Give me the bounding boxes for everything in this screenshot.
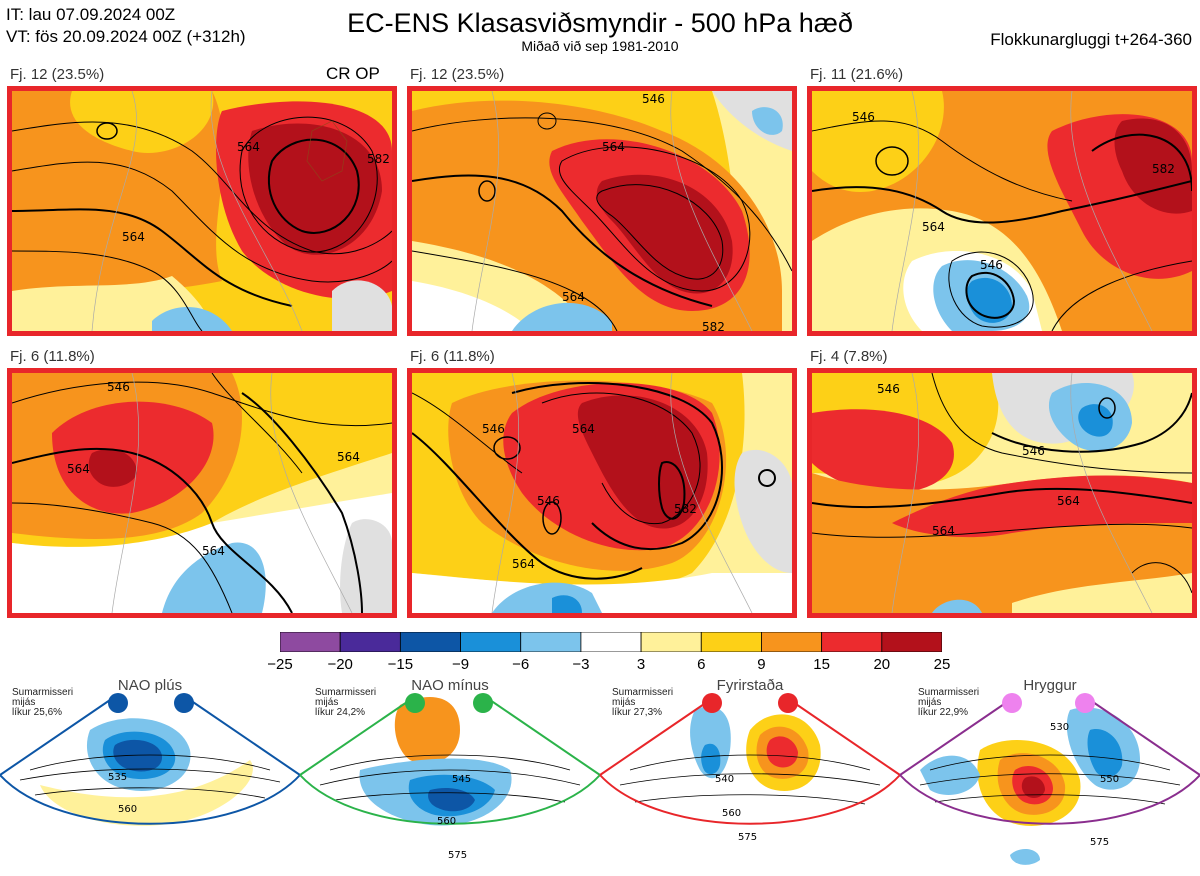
colorbar-swatch <box>520 631 582 653</box>
cluster-map-1: 564 582 564 <box>7 86 397 336</box>
panel-label-5: Fj. 6 (11.8%) <box>410 348 495 365</box>
colorbar-tick-label: 6 <box>697 656 706 673</box>
colorbar-swatch <box>339 631 401 653</box>
regime-note-nao-plus: Sumarmisseri mijás líkur 25,6% <box>12 687 74 718</box>
contour-label: 575 <box>448 850 467 861</box>
colorbar-swatch <box>279 631 341 653</box>
colorbar-swatch <box>399 631 461 653</box>
regime-dot-icon <box>405 693 425 713</box>
contour-label: 560 <box>722 808 741 819</box>
colorbar-swatch <box>821 631 883 653</box>
contour-label: 582 <box>674 502 697 516</box>
contour-label: 582 <box>702 320 725 331</box>
regime-note-blocking: Sumarmisseri mijás líkur 27,3% <box>612 687 674 718</box>
colorbar-tick-label: −20 <box>327 656 353 673</box>
contour-label: 546 <box>980 258 1003 272</box>
contour-label: 546 <box>482 422 505 436</box>
colorbar-tick-label: −9 <box>451 656 470 673</box>
colorbar-swatch <box>761 631 823 653</box>
regime-map-ridge: 530 550 575 <box>899 699 1200 865</box>
contour-label: 564 <box>1057 494 1080 508</box>
page-subtitle: Miðað við sep 1981-2010 <box>521 38 679 54</box>
regime-dot-icon <box>108 693 128 713</box>
colorbar-swatch <box>640 631 702 653</box>
regime-title-ridge: Hryggur <box>1023 677 1077 694</box>
contour-label: 564 <box>67 462 90 476</box>
cluster-map-5: 546 546 564 564 582 <box>407 368 797 618</box>
contour-label: 564 <box>932 524 955 538</box>
regime-title-nao-minus: NAO mínus <box>411 677 489 694</box>
panel-label-3: Fj. 11 (21.6%) <box>810 66 904 83</box>
contour-label: 545 <box>452 774 471 785</box>
contour-label: 546 <box>1022 444 1045 458</box>
contour-label: 564 <box>572 422 595 436</box>
regime-dot-icon <box>473 693 493 713</box>
contour-label: 575 <box>738 832 757 843</box>
panel-label-4: Fj. 6 (11.8%) <box>10 348 95 365</box>
regime-map-blocking: 540 560 575 <box>599 699 901 843</box>
contour-label: 582 <box>1152 162 1175 176</box>
colorbar-tick-label: 20 <box>873 656 891 673</box>
contour-label: 540 <box>715 774 734 785</box>
panel-label-6: Fj. 4 (7.8%) <box>810 348 888 365</box>
colorbar-tick-label: −6 <box>512 656 530 673</box>
cluster-map-6: 546 546 564 564 <box>807 368 1197 618</box>
regime-title-nao-plus: NAO plús <box>117 677 183 694</box>
cluster-map-4: 546 564 564 564 <box>7 368 397 618</box>
contour-label: 564 <box>922 220 945 234</box>
regime-dot-icon <box>778 693 798 713</box>
cluster-map-3: 546 564 582 546 <box>807 86 1197 336</box>
regime-map-nao-minus: 545 560 575 <box>299 697 601 861</box>
page-title: EC-ENS Klasasviðsmyndir - 500 hPa hæð <box>347 8 853 38</box>
colorbar-swatch <box>460 631 522 653</box>
contour-label: 564 <box>602 140 625 154</box>
colorbar-swatch <box>881 631 943 653</box>
panel-tag-1: CR OP <box>326 64 380 83</box>
it-line: IT: lau 07.09.2024 00Z <box>6 5 176 24</box>
contour-label: 560 <box>118 804 137 815</box>
contour-label: 582 <box>367 152 390 166</box>
regime-note-ridge: Sumarmisseri mijás líkur 22,9% <box>918 687 980 718</box>
colorbar-tick-label: 9 <box>757 656 766 673</box>
colorbar-tick-label: 3 <box>636 656 646 673</box>
header-info: IT: lau 07.09.2024 00Z VT: fös 20.09.202… <box>6 4 246 48</box>
vt-line: VT: fös 20.09.2024 00Z (+312h) <box>6 27 246 46</box>
contour-label: 560 <box>437 816 456 827</box>
colorbar-tick-label: 15 <box>813 656 830 673</box>
panel-label-1: Fj. 12 (23.5%) <box>10 66 105 83</box>
regime-dot-icon <box>1075 693 1095 713</box>
regime-dot-icon <box>174 693 194 713</box>
colorbar-tick-label: −25 <box>267 656 293 673</box>
contour-label: 564 <box>512 557 535 571</box>
colorbar-tick-label: −3 <box>572 656 590 673</box>
regime-maps: 535 560 545 560 575 540 560 <box>0 690 1200 871</box>
colorbar-swatch <box>580 631 642 653</box>
cluster-map-2: 546 564 564 582 <box>407 86 797 336</box>
contour-label: 535 <box>108 772 127 783</box>
contour-label: 546 <box>537 494 560 508</box>
colorbar-swatch <box>700 631 762 653</box>
contour-label: 564 <box>237 140 260 154</box>
regime-note-nao-minus: Sumarmisseri mijás líkur 24,2% <box>315 687 377 718</box>
regime-dot-icon <box>1002 693 1022 713</box>
colorbar-tick-label: 25 <box>933 656 951 673</box>
regime-map-nao-plus: 535 560 <box>0 699 301 826</box>
contour-label: 564 <box>562 290 585 304</box>
contour-label: 550 <box>1100 774 1119 785</box>
contour-label: 546 <box>852 110 875 124</box>
contour-label: 530 <box>1050 722 1069 733</box>
contour-label: 564 <box>337 450 360 464</box>
regime-dot-icon <box>702 693 722 713</box>
contour-label: 564 <box>122 230 145 244</box>
panel-label-2: Fj. 12 (23.5%) <box>410 66 505 83</box>
contour-label: 546 <box>107 380 130 394</box>
contour-label: 564 <box>202 544 225 558</box>
contour-label: 546 <box>642 92 665 106</box>
contour-label: 546 <box>877 382 900 396</box>
colorbar <box>279 631 943 653</box>
colorbar-tick-label: −15 <box>387 656 414 673</box>
contour-label: 575 <box>1090 837 1109 848</box>
window-label: Flokkunargluggi t+264-360 <box>990 30 1192 49</box>
regime-title-blocking: Fyrirstaða <box>716 677 784 694</box>
